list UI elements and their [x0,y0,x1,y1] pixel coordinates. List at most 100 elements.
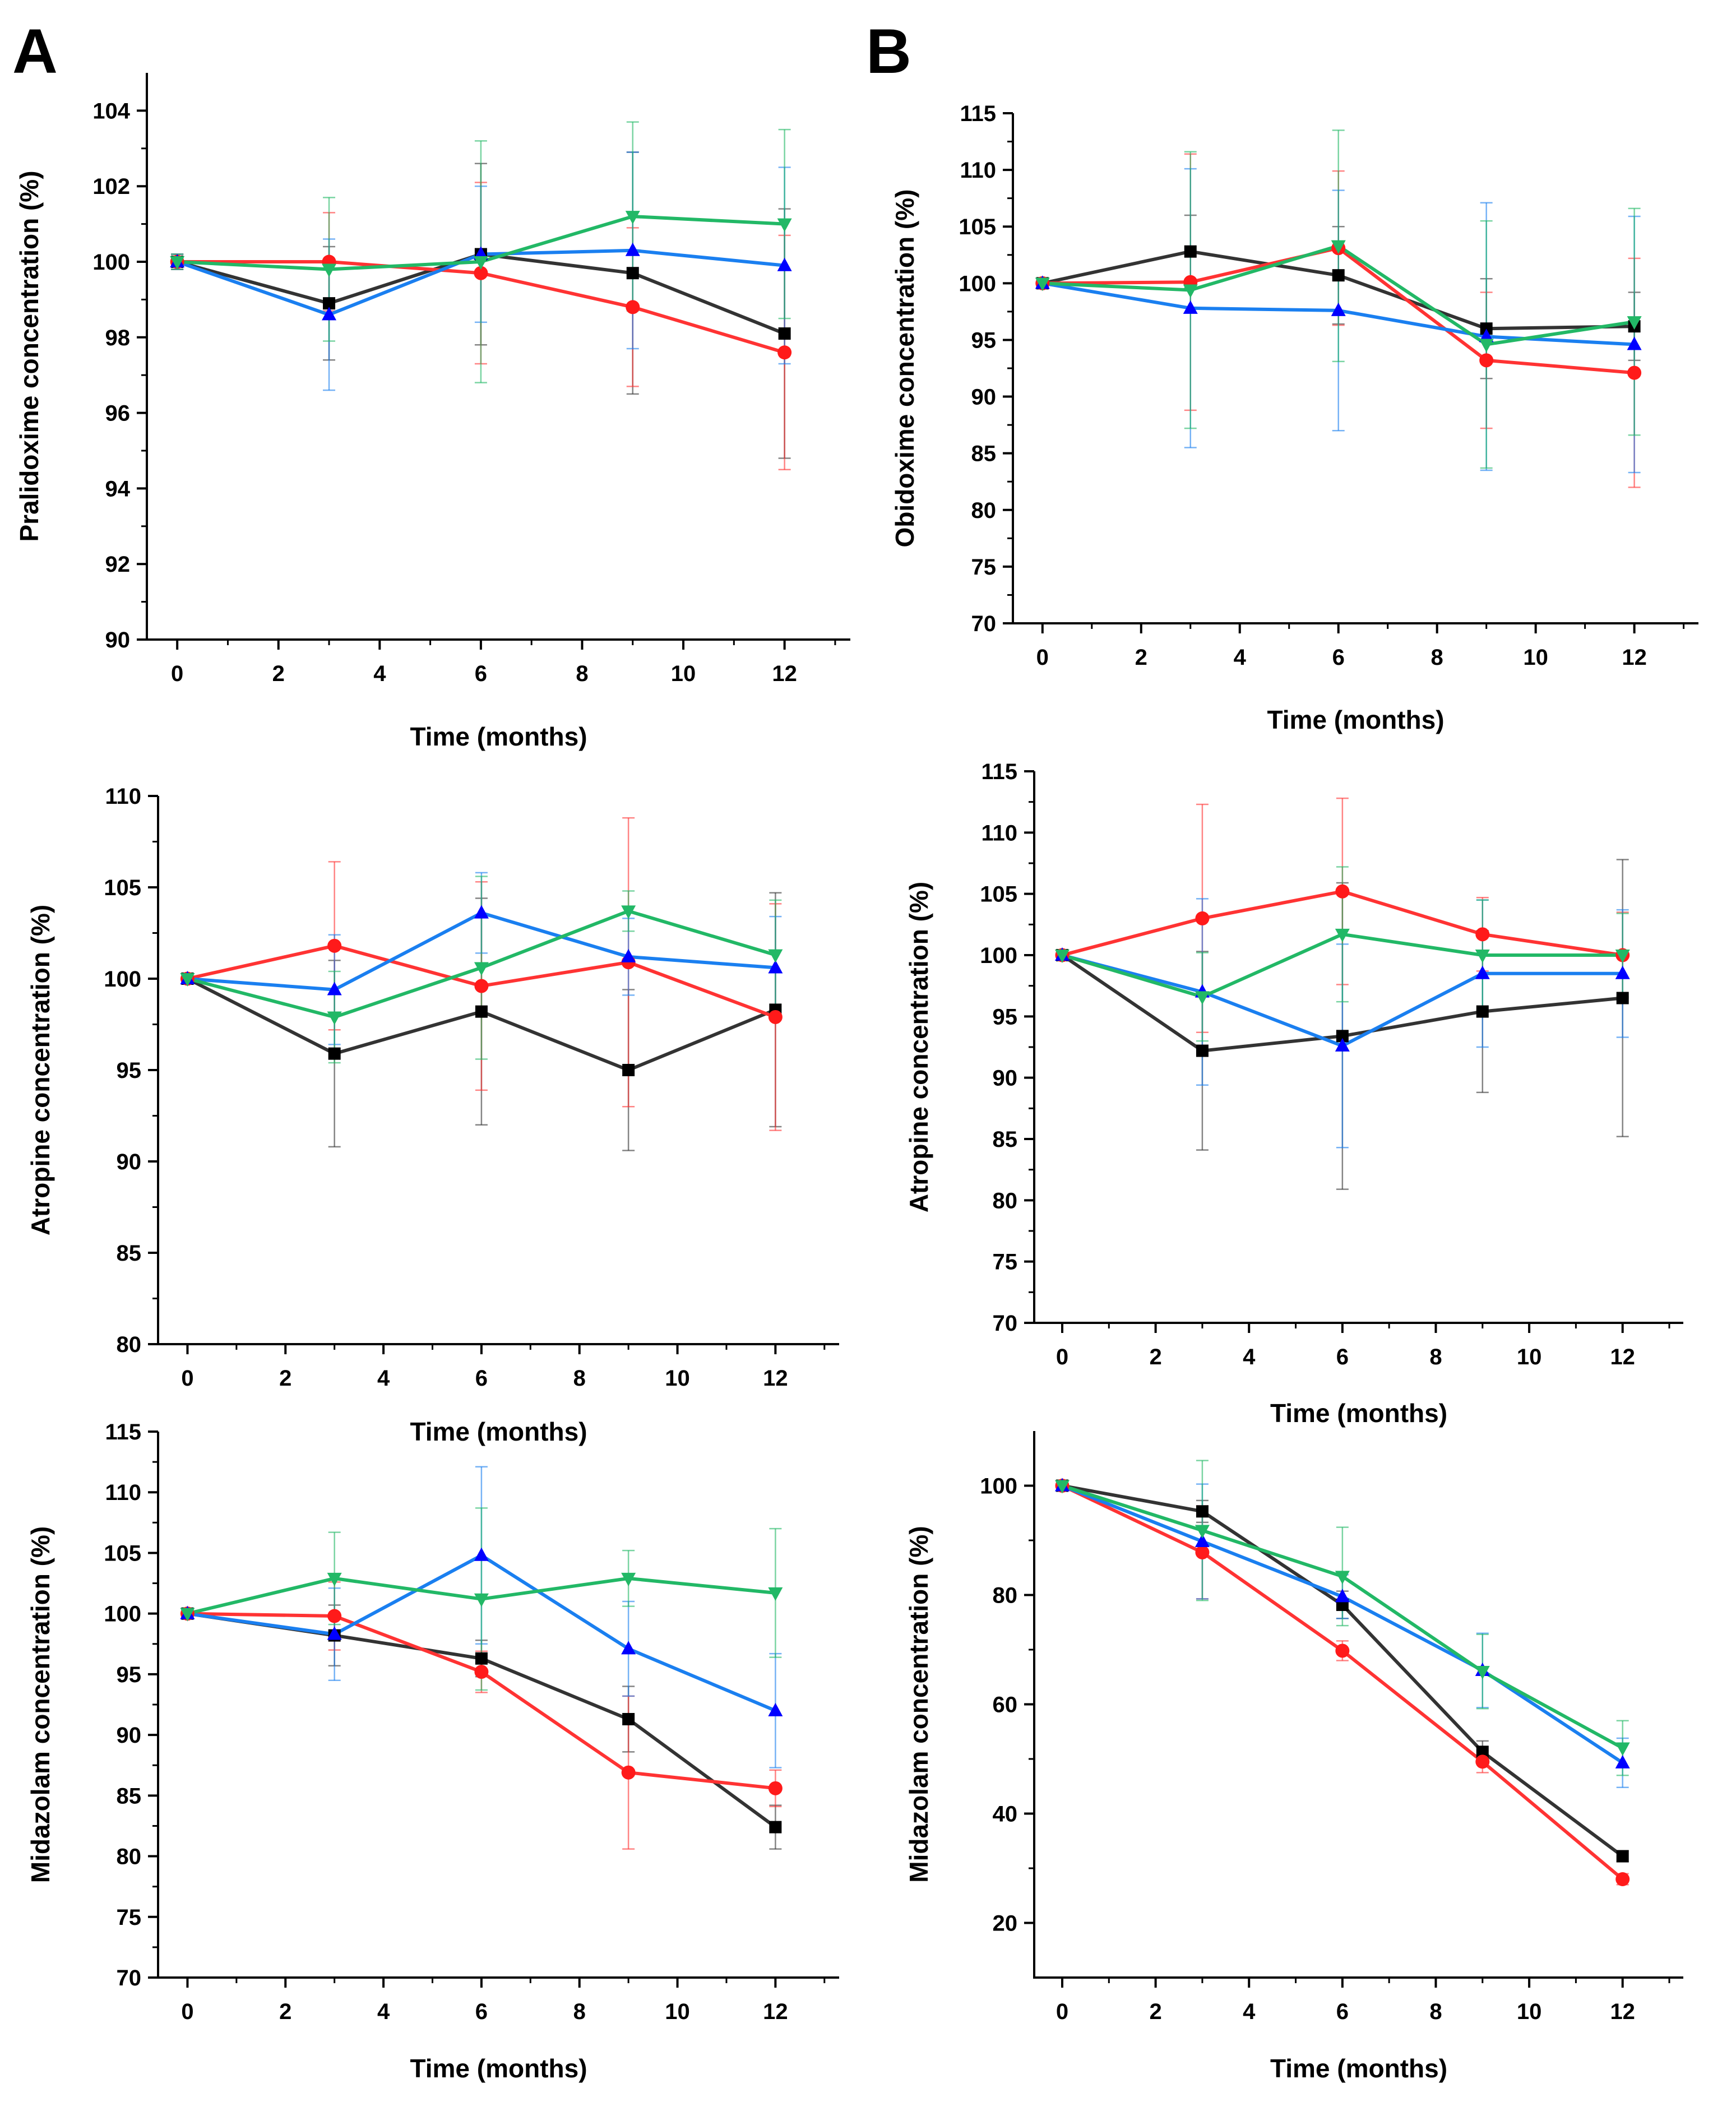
data-point-black [622,1064,635,1076]
data-point-green [1183,284,1198,298]
data-point-blue [768,960,783,974]
data-point-green [777,218,792,232]
data-point-red [474,979,489,993]
y-tick-label: 100 [959,271,996,296]
data-point-green [1054,1480,1070,1494]
data-point-green [625,211,640,225]
x-tick-label: 10 [1517,1999,1542,2024]
data-point-red [1475,1754,1490,1769]
data-point-blue [1335,1589,1350,1603]
y-tick-label: 100 [104,1602,141,1627]
data-point-black [1196,1044,1209,1057]
data-point-black [1336,1030,1349,1043]
x-tick-label: 8 [576,661,588,686]
data-point-blue [1627,336,1642,350]
data-point-blue [474,905,489,919]
data-point-black [626,267,639,280]
data-point-green [473,256,488,270]
y-tick-label: 115 [960,101,996,126]
y-tick-label: 95 [993,1004,1018,1029]
x-tick-label: 6 [475,1999,488,2024]
y-tick-label: 95 [971,328,997,353]
y-tick-label: 85 [993,1127,1018,1152]
data-point-red [1335,884,1350,899]
x-tick-label: 2 [1149,1345,1161,1369]
data-point-red [1627,365,1642,380]
x-tick-label: 6 [475,661,487,686]
x-tick-label: 12 [763,1366,788,1391]
data-point-red [768,1010,783,1024]
y-tick-label: 102 [92,174,130,199]
x-tick-label: 8 [573,1366,586,1391]
y-tick-label: 100 [980,943,1017,968]
y-tick-label: 92 [105,552,131,577]
y-tick-label: 115 [981,760,1017,784]
y-tick-label: 80 [971,498,997,523]
data-point-red [327,938,342,953]
data-point-green [1335,1571,1350,1585]
x-tick-label: 10 [1517,1345,1542,1369]
y-tick-label: 90 [993,1066,1018,1091]
data-point-red [1479,353,1494,368]
data-point-black [475,1652,488,1665]
x-tick-label: 6 [1336,1345,1349,1369]
y-tick-label: 80 [117,1332,142,1357]
y-tick-label: 105 [980,882,1017,907]
x-tick-label: 8 [573,1999,586,2024]
y-tick-label: 80 [993,1584,1018,1608]
data-point-black [328,1047,341,1060]
data-point-black [1616,992,1629,1004]
y-tick-label: 80 [993,1188,1018,1213]
data-point-green [322,263,337,277]
y-axis-title: Atropine concentration (%) [26,905,55,1235]
x-tick-label: 0 [181,1999,193,2024]
x-axis-title: Time (months) [1270,2054,1447,2083]
y-tick-label: 110 [981,821,1017,845]
data-point-black [622,1712,635,1725]
data-point-green [1475,950,1490,963]
y-axis-title: Midazolam concentration (%) [26,1526,55,1883]
data-point-red [1615,1872,1630,1886]
x-axis-title: Time (months) [410,2054,587,2083]
data-point-red [768,1781,783,1795]
data-point-blue [621,948,636,962]
x-tick-label: 4 [1243,1999,1256,2024]
data-point-black [1476,1005,1489,1018]
x-tick-label: 4 [373,661,386,686]
data-point-black [1616,1850,1629,1863]
y-tick-label: 105 [104,876,141,900]
x-axis-title: Time (months) [1267,705,1444,734]
data-point-black [1476,1746,1489,1758]
data-point-red [474,1665,489,1679]
y-tick-label: 85 [117,1241,142,1266]
y-tick-label: 90 [105,628,131,652]
data-point-blue [1615,1754,1630,1768]
x-tick-label: 4 [377,1999,390,2024]
x-tick-label: 10 [665,1366,690,1391]
y-tick-label: 95 [117,1058,142,1083]
data-point-blue [1479,328,1494,342]
y-tick-label: 100 [92,250,130,275]
chart-atropine-b: 0 2 4 6 8 10 12 70 75 80 85 90 95 100 105 110 115 Time (m… [904,760,1683,1428]
panel-label-a: A [12,16,58,86]
y-tick-label: 80 [117,1845,142,1869]
data-point-green [474,962,489,976]
x-tick-label: 12 [1610,1999,1635,2024]
data-point-red [1195,911,1210,925]
data-point-blue [1195,1533,1210,1547]
y-tick-label: 60 [993,1693,1018,1717]
y-tick-label: 85 [971,442,997,466]
y-axis-title: Obidoxime concentration (%) [890,189,919,548]
x-tick-label: 6 [1332,645,1345,670]
data-point-black [769,1821,782,1834]
x-axis-title: Time (months) [410,1417,587,1446]
y-tick-label: 75 [117,1905,142,1930]
data-point-blue [1331,302,1346,316]
x-tick-label: 12 [772,661,797,686]
y-tick-label: 40 [993,1802,1018,1827]
data-point-green [1475,1666,1490,1679]
x-axis-title: Time (months) [1270,1399,1447,1428]
data-point-green [180,973,195,987]
data-point-green [327,1011,342,1025]
data-point-green [621,1572,636,1586]
